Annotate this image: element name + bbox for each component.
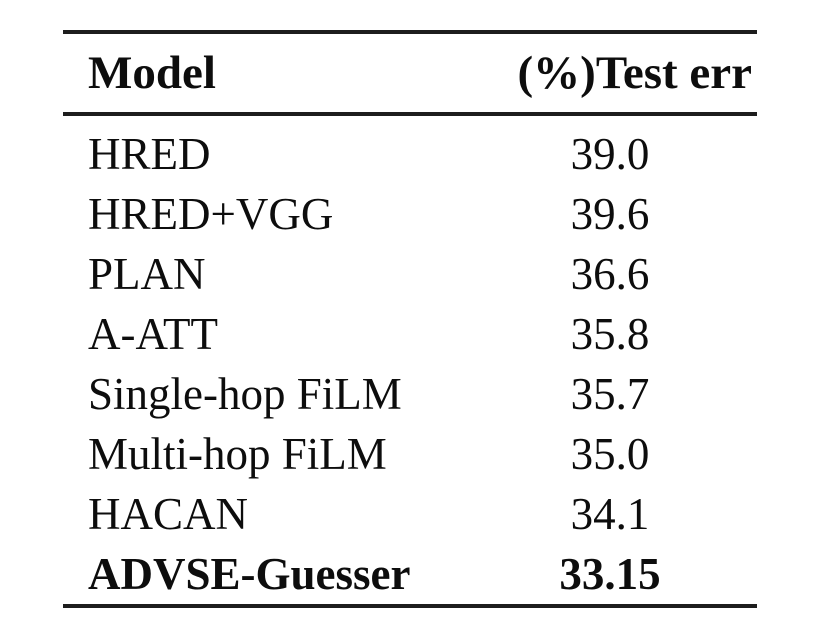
model-cell: HRED+VGG xyxy=(88,189,334,239)
table-bottom-rule xyxy=(63,604,757,608)
model-cell: PLAN xyxy=(88,249,206,299)
test-err-cell: 34.1 xyxy=(570,489,650,539)
column-header-model: Model xyxy=(88,47,216,99)
model-cell: Single-hop FiLM xyxy=(88,369,402,419)
test-err-cell: 36.6 xyxy=(570,249,650,299)
table-body: HRED 39.0 HRED+VGG 39.6 PLAN 36.6 A-ATT … xyxy=(63,116,757,604)
table-row-best: ADVSE-Guesser 33.15 xyxy=(63,544,757,604)
table-row: HRED+VGG 39.6 xyxy=(63,184,757,244)
model-cell: ADVSE-Guesser xyxy=(88,549,411,599)
table-row: HACAN 34.1 xyxy=(63,484,757,544)
table-row: A-ATT 35.8 xyxy=(63,304,757,364)
model-cell: HACAN xyxy=(88,489,249,539)
column-header-test-err: (%)Test err xyxy=(517,47,752,99)
test-err-cell: 39.0 xyxy=(570,129,650,179)
table-top-rule xyxy=(63,30,757,34)
table-row: Single-hop FiLM 35.7 xyxy=(63,364,757,424)
test-err-cell: 39.6 xyxy=(570,189,650,239)
model-cell: Multi-hop FiLM xyxy=(88,429,387,479)
results-table: Model (%)Test err HRED 39.0 HRED+VGG 39.… xyxy=(63,30,757,608)
test-err-cell: 33.15 xyxy=(559,549,661,599)
model-cell: A-ATT xyxy=(88,309,218,359)
table-row: PLAN 36.6 xyxy=(63,244,757,304)
test-err-cell: 35.7 xyxy=(570,369,650,419)
table-row: HRED 39.0 xyxy=(63,124,757,184)
table-row: Multi-hop FiLM 35.0 xyxy=(63,424,757,484)
test-err-cell: 35.8 xyxy=(570,309,650,359)
table-header-row: Model (%)Test err xyxy=(63,34,757,112)
model-cell: HRED xyxy=(88,129,211,179)
test-err-cell: 35.0 xyxy=(570,429,650,479)
table-header-rule xyxy=(63,112,757,116)
